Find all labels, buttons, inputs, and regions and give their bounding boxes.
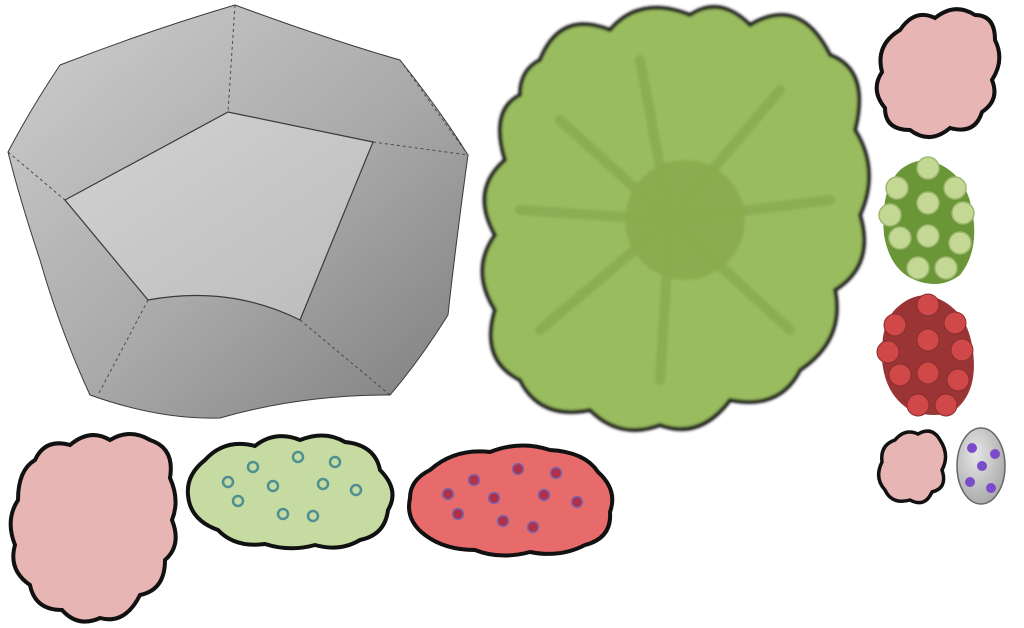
green-berry-bush-sprite[interactable]	[878, 156, 975, 284]
red-berry-bush-sprite[interactable]	[876, 293, 974, 417]
purple-spotted-egg-sprite[interactable]	[956, 427, 1006, 505]
stone-planter-sprite[interactable]	[7, 4, 469, 419]
pink-shrub-tiny-sprite[interactable]	[876, 429, 948, 505]
pink-shrub-small-sprite[interactable]	[874, 7, 1002, 139]
red-flower-hedge-sprite[interactable]	[407, 443, 615, 558]
pink-shrub-large-sprite[interactable]	[8, 432, 178, 624]
light-green-hedge-sprite[interactable]	[185, 433, 395, 551]
large-green-tree-sprite[interactable]	[480, 5, 871, 432]
